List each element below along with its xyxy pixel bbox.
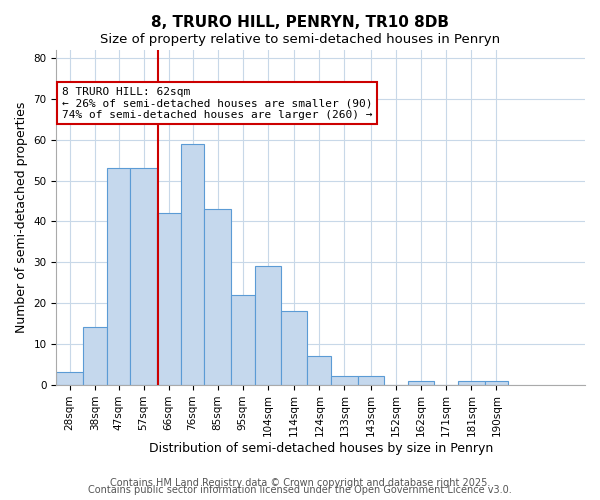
Bar <box>307 356 331 384</box>
Bar <box>254 266 281 384</box>
Text: Size of property relative to semi-detached houses in Penryn: Size of property relative to semi-detach… <box>100 32 500 46</box>
Bar <box>83 328 107 384</box>
Bar <box>157 213 181 384</box>
X-axis label: Distribution of semi-detached houses by size in Penryn: Distribution of semi-detached houses by … <box>149 442 493 455</box>
Text: Contains HM Land Registry data © Crown copyright and database right 2025.: Contains HM Land Registry data © Crown c… <box>110 478 490 488</box>
Text: Contains public sector information licensed under the Open Government Licence v3: Contains public sector information licen… <box>88 485 512 495</box>
Bar <box>181 144 205 384</box>
Bar <box>358 376 384 384</box>
Y-axis label: Number of semi-detached properties: Number of semi-detached properties <box>15 102 28 333</box>
Bar <box>458 380 485 384</box>
Bar <box>331 376 358 384</box>
Bar <box>485 380 508 384</box>
Bar <box>281 311 307 384</box>
Bar <box>107 168 130 384</box>
Text: 8, TRURO HILL, PENRYN, TR10 8DB: 8, TRURO HILL, PENRYN, TR10 8DB <box>151 15 449 30</box>
Text: 8 TRURO HILL: 62sqm
← 26% of semi-detached houses are smaller (90)
74% of semi-d: 8 TRURO HILL: 62sqm ← 26% of semi-detach… <box>62 86 372 120</box>
Bar <box>231 295 254 384</box>
Bar <box>56 372 83 384</box>
Bar <box>130 168 157 384</box>
Bar <box>408 380 434 384</box>
Bar <box>205 209 231 384</box>
